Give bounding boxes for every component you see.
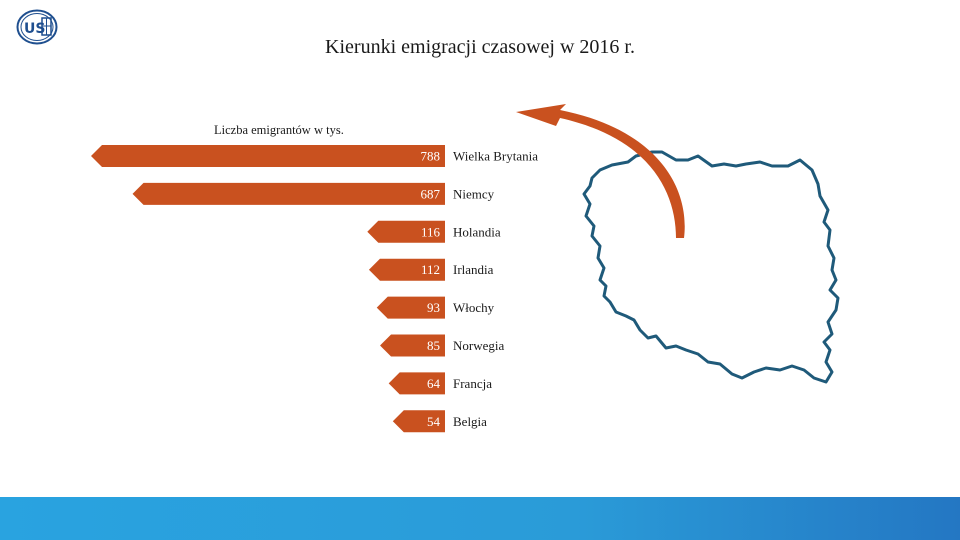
- bar-belgia: [392, 410, 445, 433]
- category-label: Irlandia: [453, 262, 494, 277]
- emigration-arrow-icon: [516, 104, 685, 238]
- category-label: Wielka Brytania: [453, 149, 538, 164]
- svg-text:US: US: [24, 21, 45, 37]
- bar-francja: [388, 372, 445, 395]
- poland-outline: [582, 150, 840, 384]
- bar-value-label: 93: [427, 300, 440, 315]
- chart-title: Kierunki emigracji czasowej w 2016 r.: [325, 36, 635, 58]
- bar-value-label: 116: [421, 224, 441, 239]
- category-label: Belgia: [453, 414, 487, 429]
- bar-value-label: 54: [427, 414, 441, 429]
- bar-value-label: 788: [421, 149, 441, 164]
- category-label: Niemcy: [453, 186, 495, 201]
- bar-wielka-brytania: [91, 145, 445, 167]
- category-label: Norwegia: [453, 338, 504, 353]
- us-logo-icon: US: [16, 9, 58, 45]
- category-label: Holandia: [453, 224, 501, 239]
- bar-value-label: 687: [421, 186, 441, 201]
- bar-value-label: 85: [427, 338, 440, 353]
- footer-bar: [0, 497, 960, 540]
- category-label: Włochy: [453, 300, 495, 315]
- bar-niemcy: [132, 182, 445, 205]
- unit-label: Liczba emigrantów w tys.: [214, 123, 344, 137]
- bar-norwegia: [380, 334, 445, 357]
- bar-value-label: 112: [421, 262, 440, 277]
- bar-irlandia: [368, 258, 445, 281]
- bar-holandia: [367, 220, 445, 243]
- bar-value-label: 64: [427, 376, 441, 391]
- category-label: Francja: [453, 376, 492, 391]
- bar-włochy: [376, 296, 445, 319]
